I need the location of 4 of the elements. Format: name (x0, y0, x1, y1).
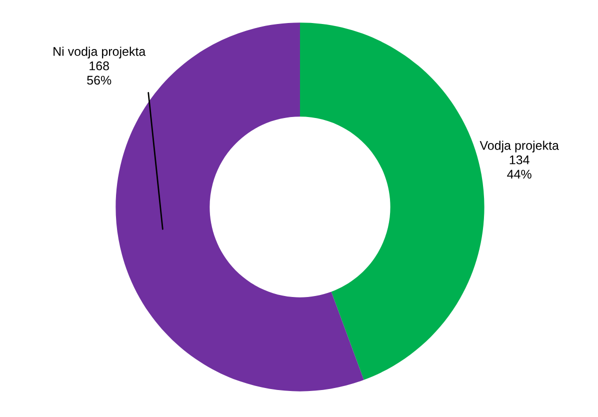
slice-label: Vodja projekta (480, 140, 559, 152)
slice-label: Ni vodja projekta (54, 46, 146, 58)
data-label: 168 56% (87, 61, 112, 85)
data-label: 134 44% (507, 155, 532, 179)
